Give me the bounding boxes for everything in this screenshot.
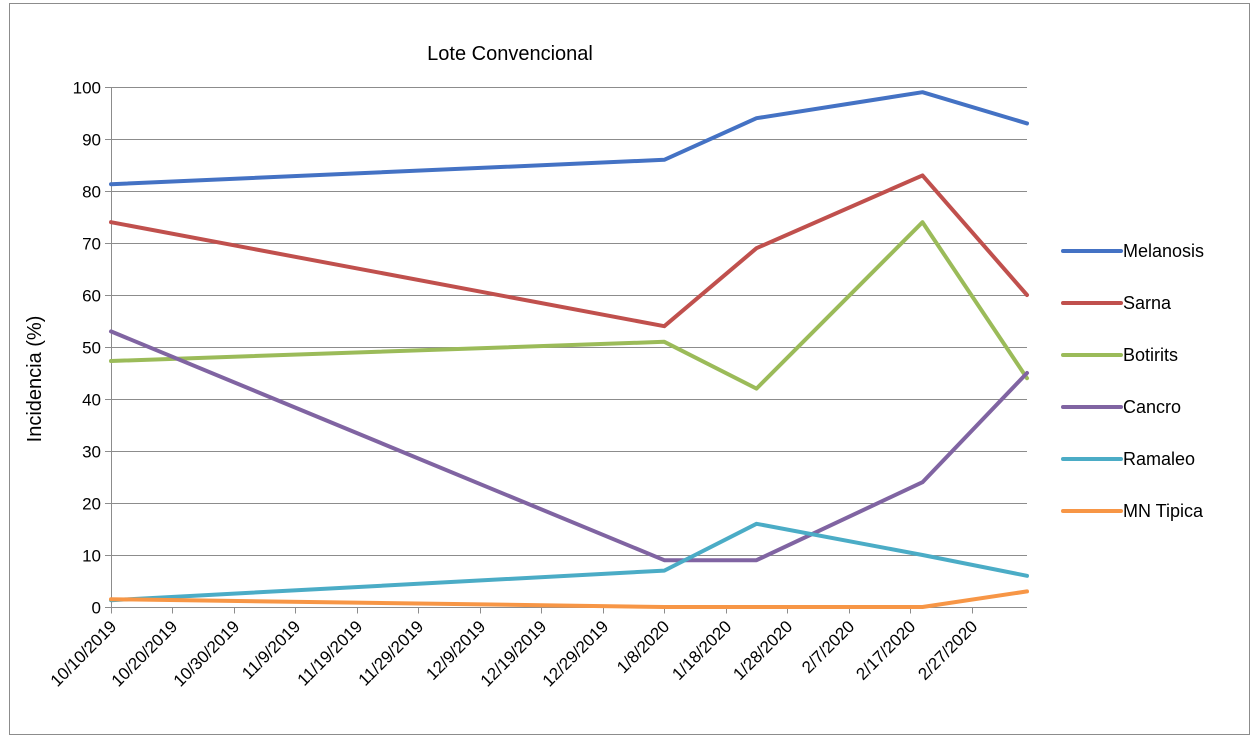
series-line-sarna bbox=[109, 173, 1029, 329]
series-line-cancro bbox=[109, 329, 1029, 563]
y-tick-label: 40 bbox=[82, 391, 101, 410]
y-tick-label: 10 bbox=[82, 547, 101, 566]
series-lines bbox=[109, 90, 1029, 609]
series-line-ramaleo bbox=[109, 521, 1029, 603]
y-tick-label: 70 bbox=[82, 235, 101, 254]
legend: Melanosis Sarna Botirits Cancro Ramaleo MN Ti… bbox=[1061, 241, 1204, 521]
legend-label-sarna: Sarna bbox=[1123, 293, 1172, 313]
y-tick-label: 20 bbox=[82, 495, 101, 514]
y-axis-label: Incidencia (%) bbox=[24, 316, 46, 443]
chart-title: Lote Convencional bbox=[427, 43, 593, 65]
legend-label-melanosis: Melanosis bbox=[1123, 241, 1204, 261]
y-tick-label: 100 bbox=[73, 79, 101, 98]
y-tick-label: 0 bbox=[92, 599, 101, 618]
legend-label-cancro: Cancro bbox=[1123, 397, 1181, 417]
series-line-melanosis bbox=[109, 90, 1029, 187]
legend-label-botirits: Botirits bbox=[1123, 345, 1178, 365]
y-tick-label: 50 bbox=[82, 339, 101, 358]
gridlines bbox=[111, 87, 1027, 556]
y-tick-label: 80 bbox=[82, 183, 101, 202]
y-tick-label: 30 bbox=[82, 443, 101, 462]
y-tick-label: 90 bbox=[82, 131, 101, 150]
series-line-botirits bbox=[109, 220, 1029, 391]
chart-frame bbox=[9, 3, 1250, 735]
series-line-mn-tipica bbox=[109, 589, 1029, 609]
legend-label-mn-tipica: MN Tipica bbox=[1123, 501, 1204, 521]
legend-label-ramaleo: Ramaleo bbox=[1123, 449, 1195, 469]
y-tick-label: 60 bbox=[82, 287, 101, 306]
